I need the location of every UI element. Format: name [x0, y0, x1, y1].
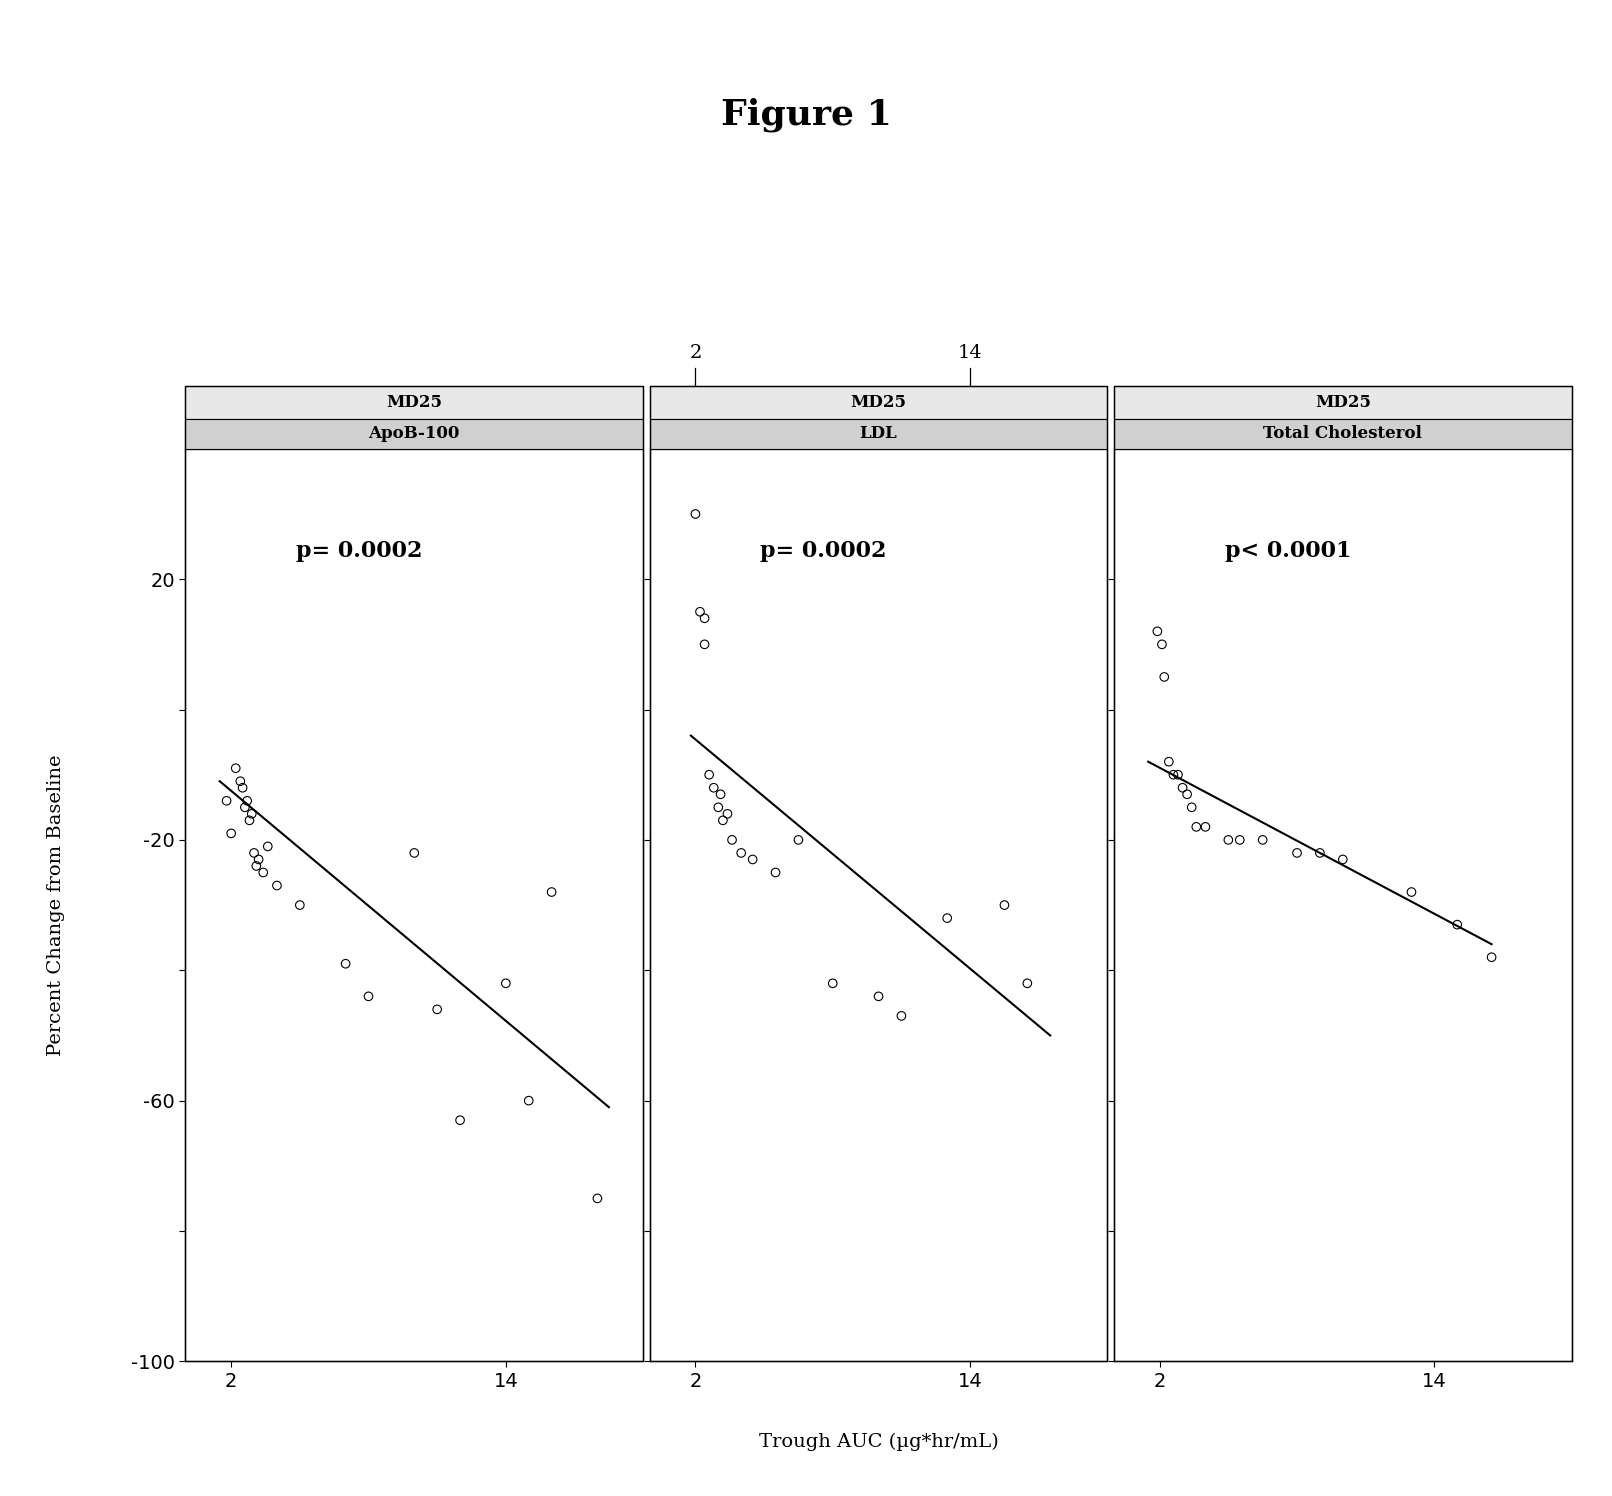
Point: [250, 860, 276, 884]
Point: [332, 951, 358, 975]
Text: ApoB-100: ApoB-100: [369, 425, 459, 443]
Point: [1285, 841, 1311, 865]
Text: 2: 2: [690, 344, 701, 362]
Point: [214, 788, 240, 812]
Point: [287, 893, 313, 917]
Point: [785, 827, 811, 851]
Point: [682, 503, 708, 527]
Text: Figure 1: Figure 1: [721, 97, 891, 132]
Point: [232, 796, 258, 820]
Point: [1193, 815, 1219, 839]
Point: [706, 796, 732, 820]
Point: [1149, 633, 1175, 657]
Point: [424, 998, 450, 1022]
Point: [692, 633, 717, 657]
Point: [1444, 913, 1470, 936]
Point: [1307, 841, 1333, 865]
Text: MD25: MD25: [1315, 393, 1370, 411]
Point: [239, 802, 264, 826]
Point: [1178, 796, 1204, 820]
Text: p= 0.0002: p= 0.0002: [297, 540, 422, 562]
Point: [585, 1186, 611, 1210]
Point: [1156, 749, 1182, 773]
Point: [401, 841, 427, 865]
Point: [1170, 776, 1196, 800]
Text: Total Cholesterol: Total Cholesterol: [1264, 425, 1422, 443]
Point: [1478, 945, 1504, 969]
Point: [227, 769, 253, 793]
Point: [762, 860, 788, 884]
Text: p< 0.0001: p< 0.0001: [1225, 540, 1351, 562]
Point: [709, 808, 735, 832]
Point: [708, 782, 733, 806]
Point: [516, 1089, 542, 1113]
Point: [740, 847, 766, 871]
Point: [1183, 815, 1209, 839]
Point: [264, 874, 290, 898]
Text: 14: 14: [958, 344, 982, 362]
Point: [493, 971, 519, 995]
Point: [218, 821, 243, 845]
Point: [729, 841, 754, 865]
Point: [1151, 664, 1177, 688]
Text: Trough AUC (µg*hr/mL): Trough AUC (µg*hr/mL): [759, 1433, 998, 1451]
Point: [714, 802, 740, 826]
Point: [237, 808, 263, 832]
Point: [356, 984, 382, 1008]
Point: [1249, 827, 1275, 851]
Point: [1399, 880, 1425, 904]
Point: [255, 835, 280, 859]
Point: [1145, 619, 1170, 643]
Point: [821, 971, 846, 995]
Point: [1161, 763, 1186, 787]
Point: [243, 854, 269, 878]
Point: [1014, 971, 1040, 995]
Point: [245, 847, 271, 871]
Point: [1215, 827, 1241, 851]
Text: LDL: LDL: [859, 425, 898, 443]
Text: MD25: MD25: [387, 393, 442, 411]
Text: MD25: MD25: [851, 393, 906, 411]
Point: [866, 984, 891, 1008]
Point: [229, 776, 255, 800]
Point: [888, 1004, 914, 1028]
Point: [1165, 763, 1191, 787]
Point: [719, 827, 745, 851]
Text: p= 0.0002: p= 0.0002: [761, 540, 887, 562]
Point: [1330, 847, 1356, 871]
Point: [701, 776, 727, 800]
Point: [991, 893, 1017, 917]
Point: [222, 755, 248, 781]
Point: [1174, 782, 1199, 806]
Point: [234, 788, 260, 812]
Point: [696, 763, 722, 787]
Point: [692, 606, 717, 630]
Point: [935, 907, 961, 931]
Point: [447, 1109, 472, 1132]
Point: [687, 600, 713, 624]
Point: [538, 880, 564, 904]
Point: [242, 841, 268, 865]
Text: Percent Change from Baseline: Percent Change from Baseline: [47, 754, 66, 1056]
Point: [1227, 827, 1253, 851]
